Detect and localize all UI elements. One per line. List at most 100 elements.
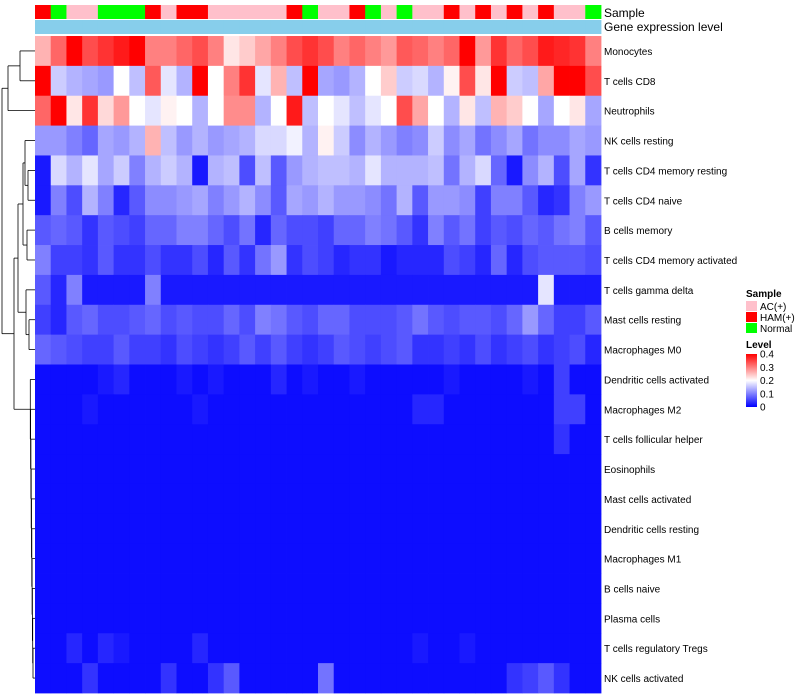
heatmap-cell — [270, 513, 287, 545]
heatmap-cell — [66, 65, 83, 97]
heatmap-cell — [412, 633, 429, 664]
heatmap-cell — [365, 65, 382, 97]
heatmap-cell — [97, 424, 115, 455]
heatmap-cell — [192, 394, 209, 425]
heatmap-cell — [522, 304, 539, 336]
heatmap-cell — [66, 483, 83, 515]
heatmap-cell — [490, 543, 508, 574]
heatmap-cell — [113, 215, 130, 246]
heatmap-cell — [50, 95, 67, 126]
heatmap-cell — [176, 155, 193, 186]
heatmap-cell — [129, 633, 146, 664]
heatmap-cell — [538, 65, 555, 97]
heatmap-cell — [302, 65, 319, 97]
heatmap-cell — [428, 573, 445, 604]
heatmap-cell — [113, 36, 130, 67]
heatmap-cell — [569, 185, 586, 216]
heatmap-cell — [412, 185, 429, 216]
heatmap-cell — [459, 95, 476, 126]
heatmap-cell — [97, 603, 115, 634]
expression-annotation-cell — [380, 20, 398, 34]
heatmap-cell — [286, 334, 303, 365]
sample-annotation-cell — [333, 5, 350, 19]
heatmap-cell — [459, 424, 476, 455]
heatmap-cell — [255, 36, 272, 67]
heatmap-cell — [35, 215, 52, 246]
heatmap-cell — [145, 215, 162, 246]
heatmap-cell — [459, 364, 476, 395]
heatmap-cell — [396, 155, 413, 186]
heatmap-cell — [97, 394, 115, 425]
heatmap-cell — [145, 155, 162, 186]
heatmap-cell — [270, 663, 287, 694]
heatmap-cell — [459, 394, 476, 425]
heatmap-cell — [255, 394, 272, 425]
heatmap-cell — [522, 543, 539, 574]
heatmap-cell — [255, 663, 272, 694]
heatmap-cell — [333, 364, 350, 395]
heatmap-cell — [255, 334, 272, 365]
heatmap-cell — [223, 663, 240, 694]
heatmap-cell — [239, 663, 256, 694]
heatmap-cell — [129, 65, 146, 97]
heatmap-cell — [239, 155, 256, 186]
heatmap-cell — [428, 543, 445, 574]
heatmap-cell — [129, 543, 146, 574]
heatmap-cell — [176, 65, 193, 97]
sample-annotation-cell — [538, 5, 555, 19]
heatmap-cell — [255, 573, 272, 604]
heatmap-cell — [569, 95, 586, 126]
heatmap-cell — [538, 274, 555, 306]
heatmap-cell — [538, 155, 555, 186]
level-legend-title: Level — [746, 340, 772, 351]
heatmap-cell — [35, 603, 52, 634]
expression-annotation-cell — [286, 20, 303, 34]
heatmap-cell — [50, 65, 67, 97]
heatmap-cell — [569, 394, 586, 425]
heatmap-cell — [349, 543, 366, 574]
heatmap-cell — [443, 95, 460, 126]
heatmap-cell — [365, 603, 382, 634]
heatmap-cell — [129, 274, 146, 306]
heatmap-cell — [286, 454, 303, 485]
heatmap-cell — [428, 185, 445, 216]
heatmap-cell — [270, 304, 287, 336]
heatmap-cell — [428, 603, 445, 634]
heatmap-cell — [380, 245, 398, 276]
heatmap-cell — [380, 663, 398, 694]
sample-annotation-cell — [459, 5, 476, 19]
heatmap-cell — [553, 65, 570, 97]
heatmap-cell — [50, 633, 67, 664]
heatmap-cells — [35, 36, 602, 694]
heatmap-cell — [255, 155, 272, 186]
heatmap-cell — [569, 36, 586, 67]
heatmap-cell — [459, 603, 476, 634]
heatmap-cell — [396, 633, 413, 664]
heatmap-cell — [428, 125, 445, 156]
heatmap-cell — [538, 245, 555, 276]
heatmap-cell — [129, 185, 146, 216]
heatmap-cell — [66, 364, 83, 395]
heatmap-cell — [66, 245, 83, 276]
heatmap-cell — [113, 513, 130, 545]
heatmap-cell — [585, 274, 602, 306]
heatmap-cell — [160, 483, 177, 515]
heatmap-cell — [35, 334, 52, 365]
heatmap-cell — [35, 185, 52, 216]
expression-annotation-cell — [365, 20, 382, 34]
sample-legend: Sample AC(+)HAM(+)Normal — [746, 289, 795, 335]
expression-annotation-cell — [538, 20, 555, 34]
heatmap-cell — [333, 36, 350, 67]
heatmap-cell — [396, 245, 413, 276]
heatmap-cell — [459, 185, 476, 216]
heatmap-cell — [553, 36, 570, 67]
heatmap-cell — [113, 245, 130, 276]
heatmap-cell — [239, 185, 256, 216]
heatmap-cell — [66, 454, 83, 485]
heatmap-cell — [176, 543, 193, 574]
heatmap-cell — [490, 663, 508, 694]
heatmap-cell — [506, 603, 523, 634]
heatmap-cell — [223, 424, 240, 455]
heatmap-cell — [286, 125, 303, 156]
heatmap-cell — [302, 454, 319, 485]
